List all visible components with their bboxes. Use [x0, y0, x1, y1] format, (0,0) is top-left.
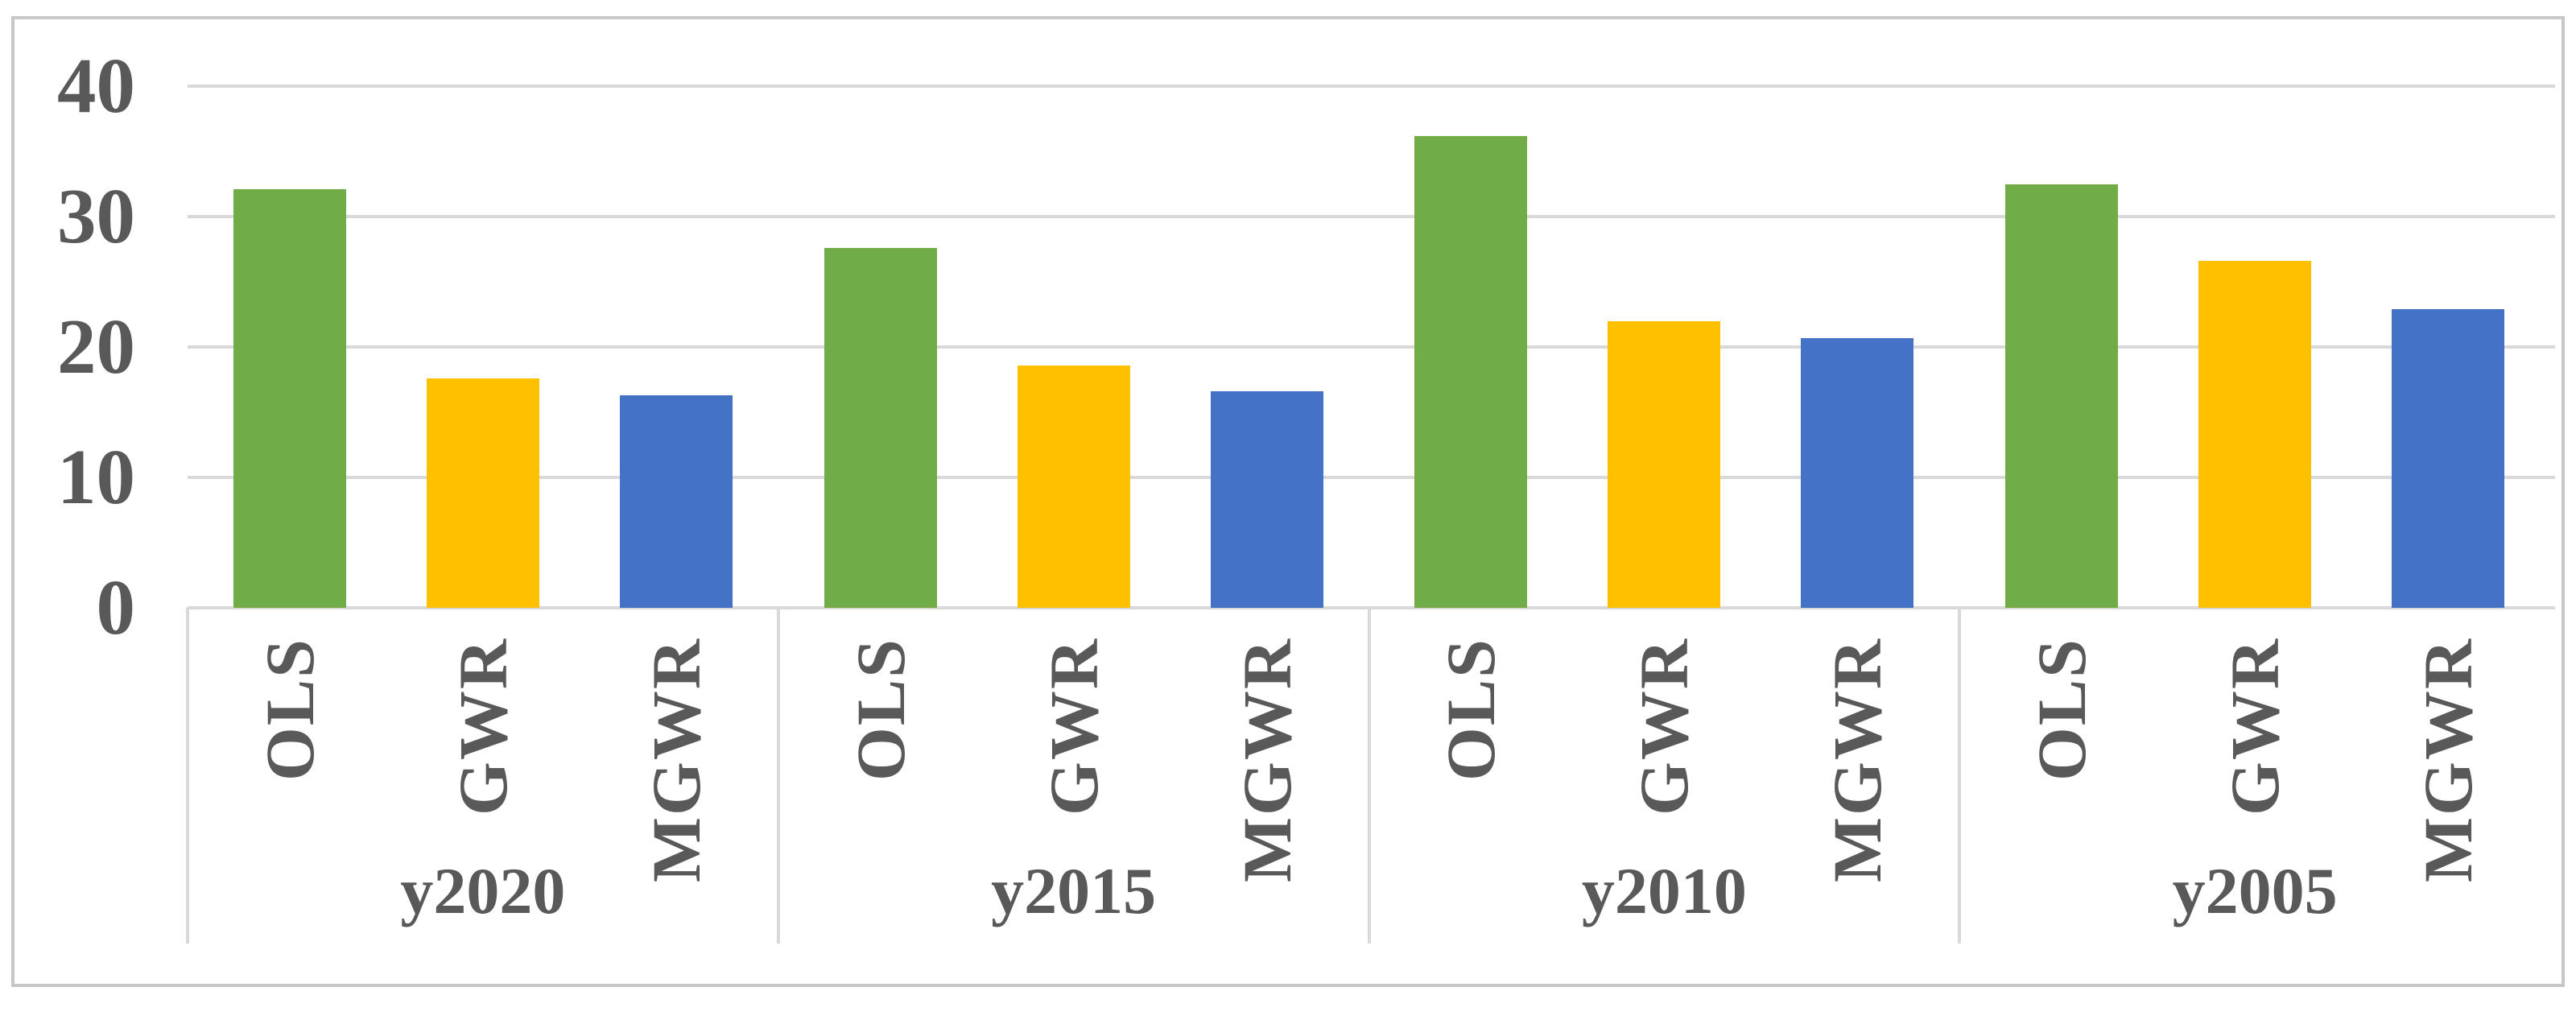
- bar-y2020-OLS: [233, 188, 346, 608]
- bar-label-y2015-OLS: OLS: [841, 638, 919, 782]
- bar-label-y2010-OLS: OLS: [1432, 638, 1510, 782]
- bar-label-y2015-MGWR: MGWR: [1228, 638, 1306, 883]
- category-label-y2015: y2015: [991, 854, 1157, 927]
- bar-y2015-GWR: [1017, 365, 1130, 608]
- bar-label-y2010-GWR: GWR: [1625, 638, 1703, 816]
- bar-y2005-OLS: [2005, 184, 2119, 608]
- bar-label-y2020-MGWR: MGWR: [637, 638, 715, 883]
- bar-y2010-MGWR: [1801, 337, 1914, 608]
- category-separator-1: [776, 608, 780, 944]
- bar-label-y2015-GWR: GWR: [1034, 638, 1113, 816]
- bar-label-y2005-MGWR: MGWR: [2409, 638, 2487, 883]
- bar-y2020-GWR: [426, 378, 539, 608]
- bar-y2015-OLS: [824, 247, 937, 608]
- bar-y2005-MGWR: [2392, 309, 2505, 608]
- bar-label-y2005-OLS: OLS: [2023, 638, 2101, 782]
- y-tick-label-20: 20: [57, 304, 135, 390]
- gridline-0: [188, 606, 2555, 609]
- category-label-y2005: y2005: [2172, 854, 2338, 927]
- bar-label-y2020-GWR: GWR: [444, 638, 522, 816]
- bar-y2015-MGWR: [1210, 391, 1323, 608]
- category-separator-0: [186, 608, 189, 944]
- category-separator-3: [1958, 608, 1962, 944]
- bar-y2010-OLS: [1414, 135, 1528, 608]
- bar-y2005-GWR: [2198, 261, 2312, 608]
- bar-label-y2020-OLS: OLS: [250, 638, 328, 782]
- category-label-y2010: y2010: [1581, 854, 1747, 927]
- y-tick-label-0: 0: [96, 564, 136, 650]
- y-tick-label-10: 10: [57, 434, 135, 520]
- bar-y2010-GWR: [1608, 320, 1721, 608]
- category-label-y2020: y2020: [400, 854, 566, 927]
- bar-y2020-MGWR: [619, 394, 733, 608]
- figure-border: [11, 16, 2565, 987]
- gridline-30: [188, 215, 2555, 218]
- category-separator-2: [1367, 608, 1371, 944]
- gridline-10: [188, 476, 2555, 479]
- gridline-40: [188, 85, 2555, 88]
- bar-label-y2010-MGWR: MGWR: [1818, 638, 1897, 883]
- y-tick-label-30: 30: [57, 173, 135, 259]
- bar-label-y2005-GWR: GWR: [2216, 638, 2294, 816]
- gridline-20: [188, 345, 2555, 349]
- y-tick-label-40: 40: [57, 43, 135, 129]
